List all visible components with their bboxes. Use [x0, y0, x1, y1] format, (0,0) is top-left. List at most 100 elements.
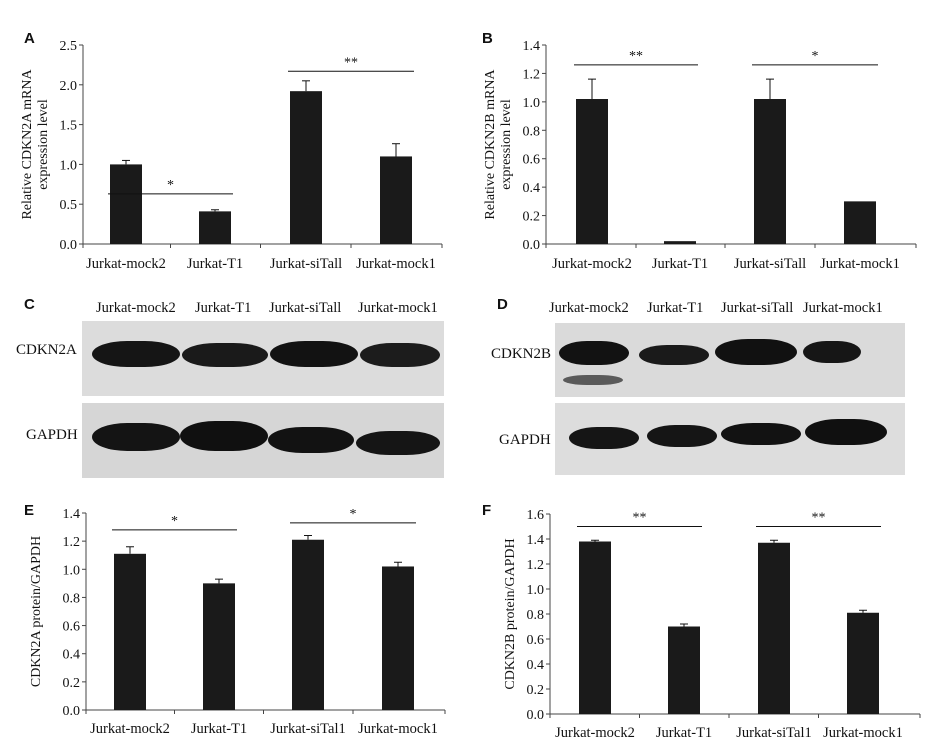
blot-band	[92, 423, 180, 451]
blot-band	[270, 341, 358, 367]
blot-band-faint	[563, 375, 623, 385]
western-blot-c: Jurkat-mock2 Jurkat-T1 Jurkat-siTall Jur…	[10, 296, 450, 486]
significance-marker: *	[350, 507, 357, 522]
significance-marker: **	[633, 511, 647, 526]
y-tick-label: 0.2	[527, 683, 545, 698]
bar	[380, 156, 412, 244]
y-tick-label: 0.4	[527, 658, 545, 673]
y-tick-label: 0.0	[523, 238, 541, 253]
x-category-label: Jurkat-T1	[187, 256, 243, 272]
x-category-label: Jurkat-mock2	[86, 256, 166, 272]
x-category-label: Jurkat-mock1	[823, 725, 903, 741]
significance-marker: *	[171, 514, 178, 529]
x-category-label: Jurkat-mock1	[820, 256, 900, 272]
bar	[758, 542, 790, 714]
bar	[844, 201, 876, 244]
panel-letter-c: C	[24, 296, 35, 313]
y-tick-label: 0.6	[63, 620, 81, 635]
blot-c-lane-label: Jurkat-mock1	[358, 300, 438, 316]
blot-c-strip-cdkn2a	[82, 321, 444, 396]
bar	[292, 539, 324, 710]
blot-d-lane-label: Jurkat-siTall	[721, 300, 794, 316]
panel-letter-b: B	[482, 30, 493, 47]
y-tick-label: 0.0	[60, 238, 78, 253]
significance-marker: *	[167, 178, 174, 193]
y-tick-label: 2.5	[60, 39, 78, 54]
bar	[668, 626, 700, 714]
x-category-label: Jurkat-siTal1	[270, 721, 346, 737]
bar	[664, 241, 696, 244]
panel-letter-f: F	[482, 502, 492, 519]
blot-band	[92, 341, 180, 367]
x-category-label: Jurkat-mock2	[555, 725, 635, 741]
blot-d-strip-cdkn2b	[555, 323, 905, 397]
x-category-label: Jurkat-T1	[652, 256, 708, 272]
y-axis-label: CDKN2B protein/GAPDH	[503, 538, 518, 689]
bar	[110, 164, 142, 244]
y-tick-label: 1.0	[60, 158, 78, 173]
y-tick-label: 0.2	[523, 210, 541, 225]
blot-band	[721, 423, 801, 445]
y-tick-label: 0.5	[60, 198, 78, 213]
y-tick-label: 0.8	[527, 608, 545, 623]
significance-marker: **	[629, 49, 643, 64]
y-tick-label: 1.5	[60, 119, 78, 134]
blot-band	[559, 341, 629, 365]
blot-c-lane-label: Jurkat-siTall	[269, 300, 342, 316]
significance-marker: **	[344, 55, 358, 70]
blot-c-row-label: CDKN2A	[16, 342, 77, 358]
x-category-label: Jurkat-mock2	[90, 721, 170, 737]
x-category-label: Jurkat-mock1	[358, 721, 438, 737]
bar	[579, 541, 611, 714]
blot-d-row-label: GAPDH	[499, 432, 551, 448]
y-tick-label: 0.8	[63, 591, 81, 606]
x-category-label: Jurkat-siTall	[270, 256, 342, 272]
y-tick-label: 0.6	[523, 153, 541, 168]
bar	[382, 566, 414, 710]
y-tick-label: 0.4	[63, 648, 81, 663]
y-tick-label: 2.0	[60, 79, 78, 94]
bar	[576, 99, 608, 244]
x-category-label: Jurkat-siTall	[734, 256, 806, 272]
bar	[290, 91, 322, 244]
blot-band	[180, 421, 268, 451]
blot-band	[356, 431, 440, 455]
y-tick-label: 0.2	[63, 676, 81, 691]
blot-c-strip-gapdh	[82, 403, 444, 478]
bar	[114, 553, 146, 710]
blot-d-lane-label: Jurkat-mock1	[803, 300, 883, 316]
blot-band	[182, 343, 268, 367]
western-blot-d: Jurkat-mock2 Jurkat-T1 Jurkat-siTall Jur…	[485, 296, 925, 486]
blot-band	[360, 343, 440, 367]
y-axis-label: Relative CDKN2A mRNAexpression level	[20, 69, 51, 220]
significance-marker: **	[812, 511, 826, 526]
x-category-label: Jurkat-T1	[656, 725, 712, 741]
bar	[203, 583, 235, 710]
blot-band	[805, 419, 887, 445]
bar	[199, 211, 231, 244]
blot-c-lane-label: Jurkat-T1	[195, 300, 252, 316]
panel-letter-a: A	[24, 30, 35, 47]
blot-c-lane-label: Jurkat-mock2	[96, 300, 176, 316]
blot-c-row-label: GAPDH	[26, 427, 78, 443]
y-tick-label: 1.2	[527, 558, 545, 573]
bar	[754, 99, 786, 244]
y-axis-label: Relative CDKN2B mRNAexpression level	[483, 69, 514, 220]
y-tick-label: 1.0	[63, 563, 81, 578]
blot-d-row-label: CDKN2B	[491, 346, 552, 362]
blot-band	[803, 341, 861, 363]
x-category-label: Jurkat-T1	[191, 721, 247, 737]
x-category-label: Jurkat-mock1	[356, 256, 436, 272]
y-tick-label: 0.8	[523, 124, 541, 139]
y-tick-label: 1.4	[523, 39, 541, 54]
bar	[847, 612, 879, 714]
y-tick-label: 1.2	[63, 535, 81, 550]
blot-band	[268, 427, 354, 453]
y-axis-label: CDKN2A protein/GAPDH	[29, 536, 44, 687]
y-tick-label: 1.0	[527, 583, 545, 598]
y-tick-label: 0.0	[527, 708, 545, 723]
y-tick-label: 1.4	[527, 533, 545, 548]
x-category-label: Jurkat-siTal1	[736, 725, 812, 741]
y-tick-label: 0.6	[527, 633, 545, 648]
